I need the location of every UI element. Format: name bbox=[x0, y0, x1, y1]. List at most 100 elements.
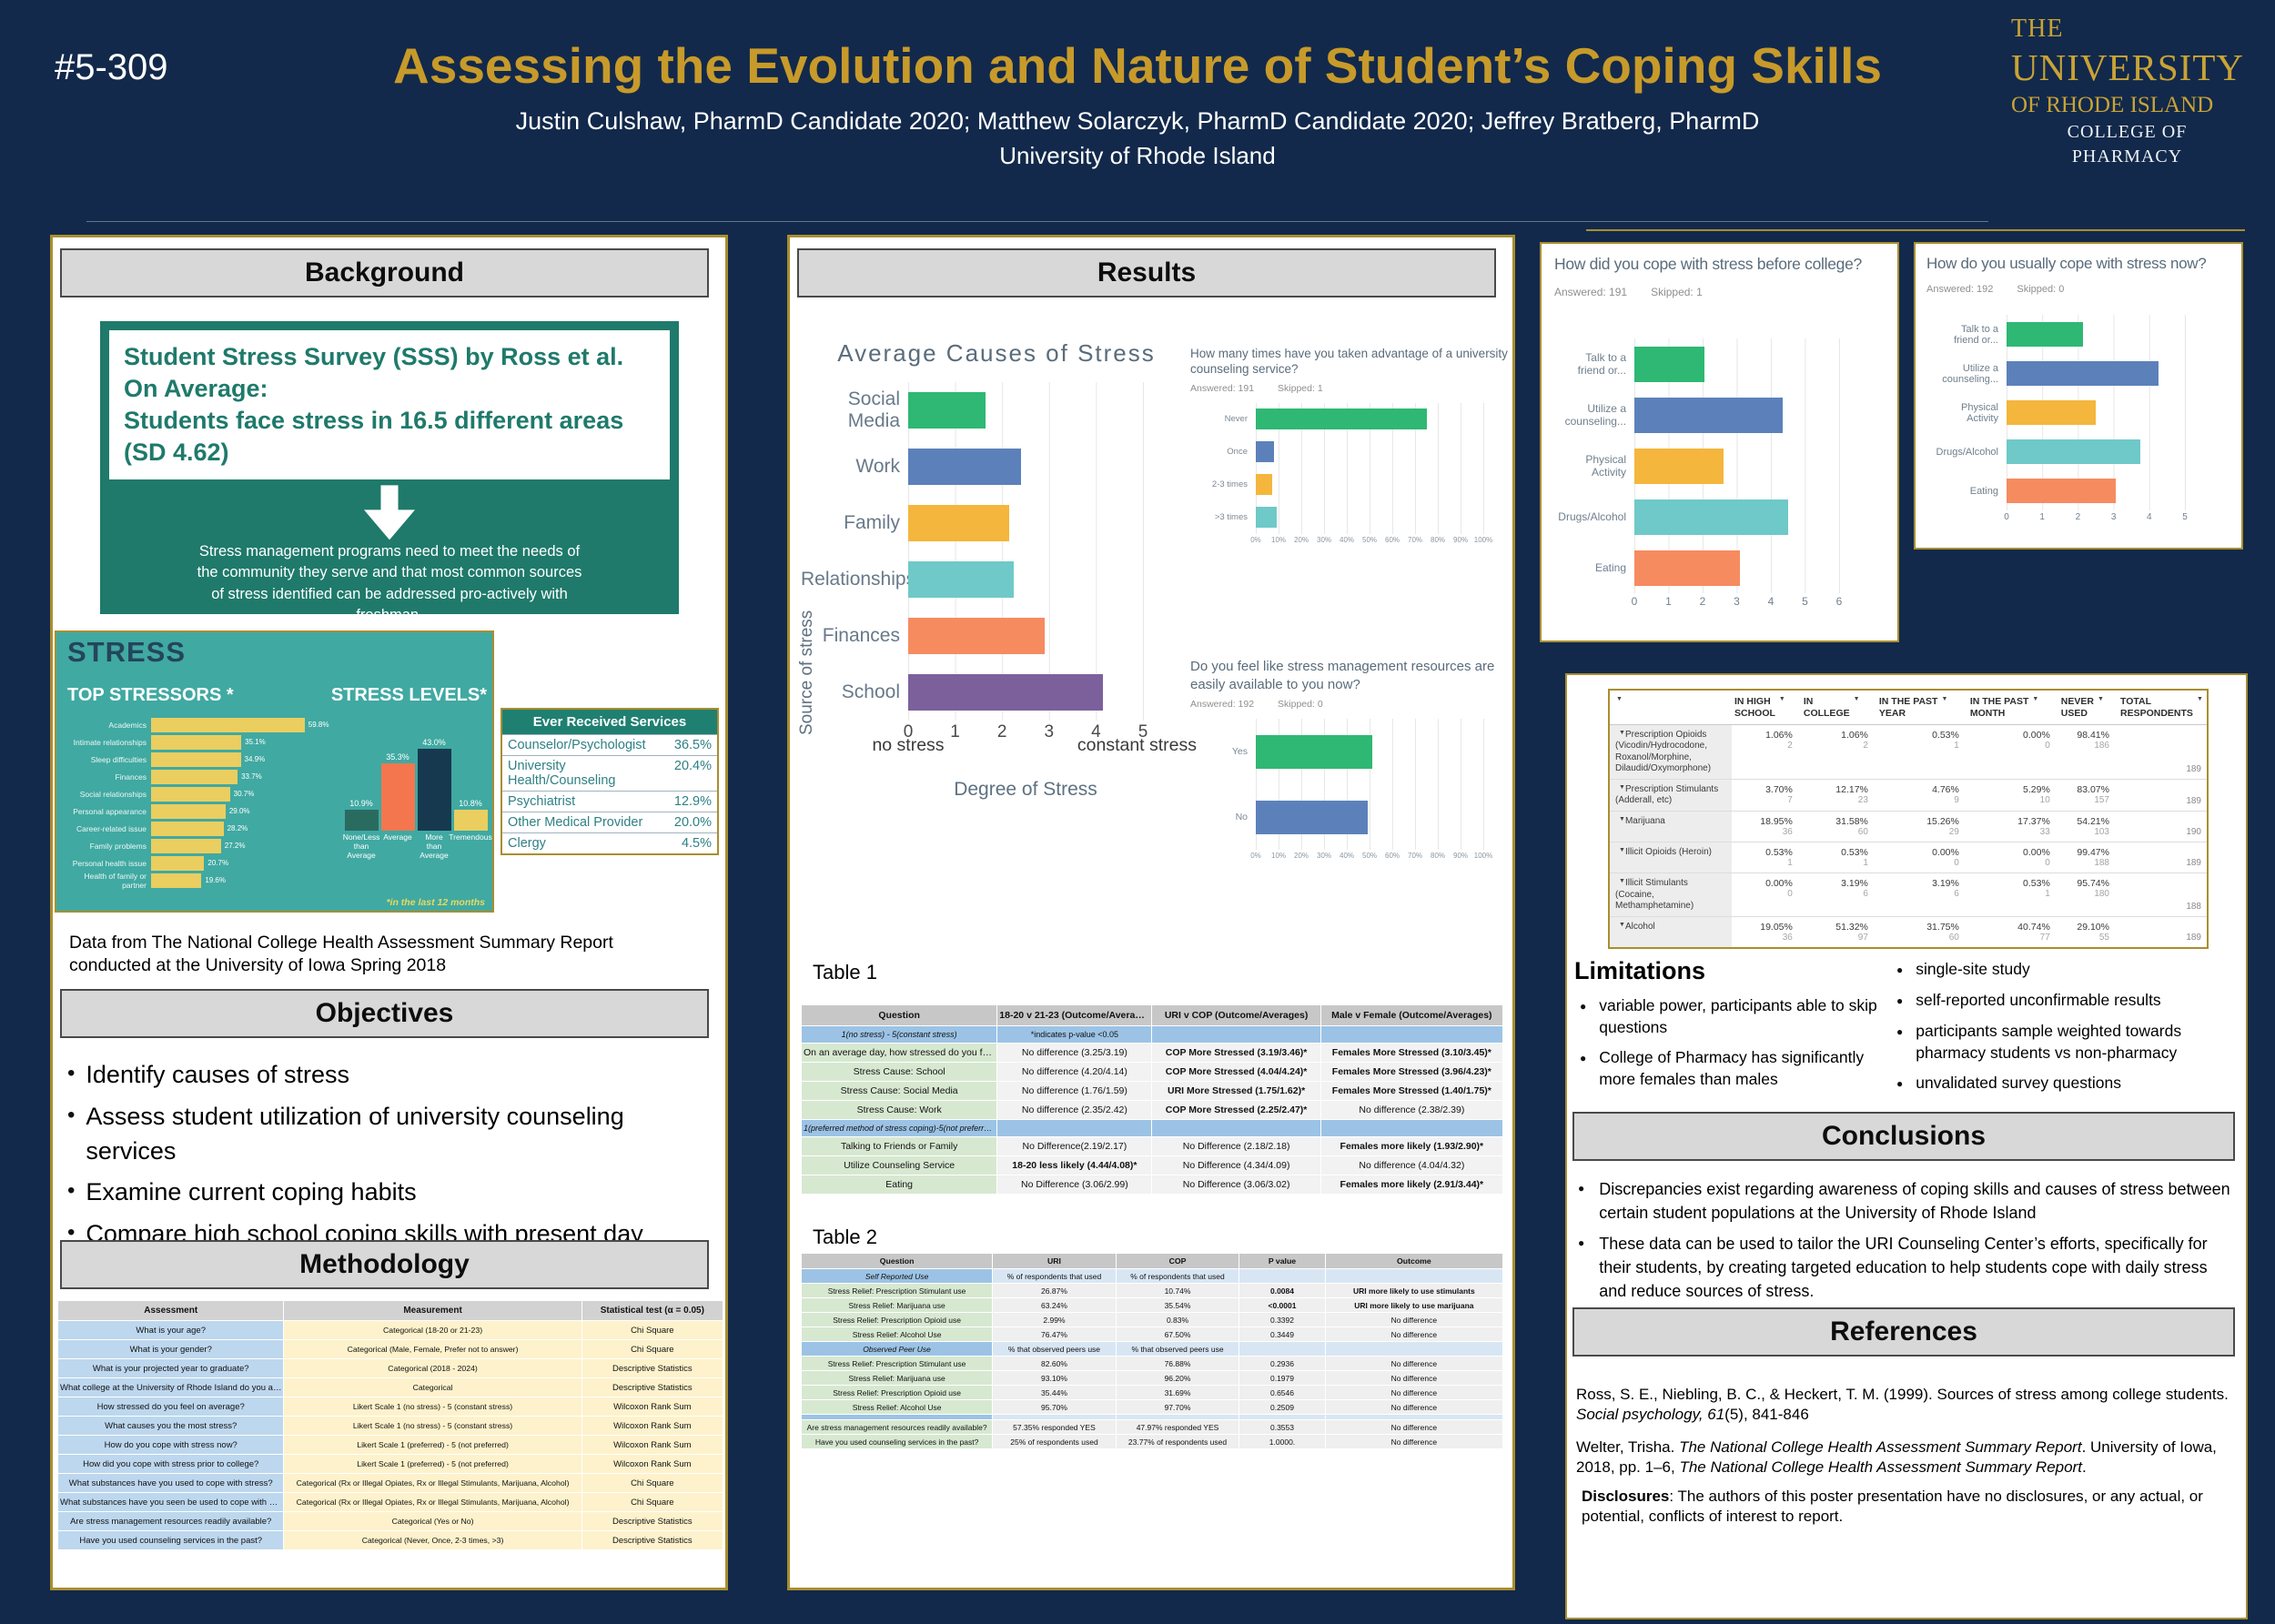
service-name: University Health/Counseling bbox=[508, 759, 616, 788]
table-cell: Wilcoxon Rank Sum bbox=[581, 1397, 724, 1417]
axis-tick-label: 20% bbox=[1293, 535, 1309, 544]
axis-tick-label: 10% bbox=[1270, 535, 1287, 544]
total-respondents-cell: 190 bbox=[2118, 811, 2207, 842]
stressor-bar bbox=[151, 786, 230, 802]
table-cell: 0.2936 bbox=[1239, 1356, 1326, 1371]
table-cell: Likert Scale 1 (preferred) - 5 (not pref… bbox=[283, 1435, 582, 1455]
data-cell: 17.37% 33 bbox=[1967, 811, 2058, 842]
bar-category-label: School bbox=[841, 681, 900, 702]
table-cell: 82.60% bbox=[992, 1356, 1117, 1371]
sort-dropdown-icon[interactable]: ▼ bbox=[2097, 696, 2104, 702]
table-cell: *indicates p-value <0.05 bbox=[996, 1025, 1153, 1044]
stress-level-bar bbox=[344, 810, 379, 831]
sort-dropdown-icon[interactable]: ▼ bbox=[1853, 696, 1860, 702]
percent-value: 0.53% bbox=[1841, 847, 1868, 859]
table-cell: Wilcoxon Rank Sum bbox=[581, 1435, 724, 1455]
row-dropdown-icon[interactable]: ▼ bbox=[1619, 921, 1625, 928]
chart-bar-row: Physical Activity bbox=[1926, 393, 2186, 432]
logo-line: OF RHODE ISLAND bbox=[2011, 93, 2214, 117]
column-header: Male v Female (Outcome/Averages) bbox=[1320, 1004, 1504, 1026]
stressor-value: 35.1% bbox=[245, 737, 266, 746]
bar-track bbox=[908, 495, 1144, 551]
chart-bar-row: Eating bbox=[1926, 471, 2186, 510]
bullet-item: • Examine current coping habits bbox=[67, 1175, 712, 1210]
axis-tick-label: 0 bbox=[1631, 595, 1638, 608]
table-cell: Descriptive Statistics bbox=[581, 1511, 724, 1531]
bar-category-label: Finances bbox=[822, 625, 900, 646]
percent-value: 40.74% bbox=[2017, 921, 2050, 933]
stressor-value: 33.7% bbox=[241, 772, 262, 781]
row-dropdown-icon[interactable]: ▼ bbox=[1619, 783, 1625, 791]
table-row: Observed Peer Use% that observed peers u… bbox=[800, 1341, 1504, 1357]
service-percent: 36.5% bbox=[673, 738, 712, 752]
sort-dropdown-icon[interactable]: ▼ bbox=[2032, 696, 2039, 702]
chart-bar-row: Family bbox=[801, 495, 1192, 551]
stress-level-value: 43.0% bbox=[422, 738, 446, 747]
bar-category-label: Family bbox=[844, 512, 900, 533]
table-cell: Stress Cause: Work bbox=[800, 1100, 998, 1120]
table-cell: Categorical (Yes or No) bbox=[283, 1511, 582, 1531]
bar-track bbox=[908, 608, 1144, 664]
axis-tick-row: 0 1 2 3 4 5 bbox=[2004, 510, 2188, 525]
counseling-usage-chart-block: How many times have you taken advantage … bbox=[1190, 347, 1509, 549]
table2-label: Table 2 bbox=[813, 1226, 877, 1248]
count-value: 55 bbox=[2098, 932, 2109, 943]
row-dropdown-icon[interactable]: ▼ bbox=[1619, 730, 1625, 737]
table-cell: Categorical (Rx or Illegal Opiates, Rx o… bbox=[283, 1492, 582, 1512]
infographic-title: STRESS bbox=[67, 636, 187, 668]
substance-label-cell: ▼Illicit Opioids (Heroin) bbox=[1610, 842, 1732, 873]
table-cell: % that observed peers use bbox=[992, 1341, 1117, 1357]
stress-level-column: 10.9% None/Less than Average bbox=[343, 799, 380, 866]
table-cell: Stress Relief: Marijuana use bbox=[800, 1297, 994, 1313]
percent-value: 3.70% bbox=[1765, 783, 1793, 795]
bar bbox=[1256, 409, 1427, 430]
poster-affiliation: University of Rhode Island bbox=[999, 142, 1276, 169]
skipped-count: Skipped: 1 bbox=[1278, 382, 1323, 394]
chart-bar-row: Relationships bbox=[801, 551, 1192, 608]
text-segment: Social psychology, 61 bbox=[1576, 1406, 1725, 1424]
stress-level-column: 43.0% More than Average bbox=[417, 738, 451, 866]
skipped-count: Skipped: 0 bbox=[1278, 699, 1323, 710]
table-cell: Likert Scale 1 (preferred) - 5 (not pref… bbox=[283, 1454, 582, 1474]
table-row: What college at the University of Rhode … bbox=[56, 1377, 724, 1397]
table-cell: On an average day, how stressed do you f… bbox=[800, 1043, 998, 1063]
row-dropdown-icon[interactable]: ▼ bbox=[1619, 847, 1625, 854]
chart-bar-row: >3 times bbox=[1190, 500, 1509, 534]
services-table-row: University Health/Counseling 20.4% bbox=[502, 755, 717, 791]
sort-dropdown-icon[interactable]: ▼ bbox=[1616, 696, 1623, 702]
table-row: What substances have you seen be used to… bbox=[56, 1492, 724, 1512]
text-segment: Disclosures bbox=[1582, 1488, 1670, 1505]
table-cell: No difference (3.25/3.19) bbox=[996, 1043, 1153, 1063]
percent-value: 29.10% bbox=[2077, 921, 2109, 933]
skipped-count: Skipped: 0 bbox=[2017, 284, 2065, 295]
data-source-note: Data from The National College Health As… bbox=[69, 933, 613, 976]
axis-tick-label: 70% bbox=[1407, 535, 1423, 544]
stress-level-value: 10.9% bbox=[349, 799, 373, 808]
bar-track bbox=[2007, 393, 2186, 432]
bar bbox=[908, 618, 1045, 654]
table-cell: What substances have you used to cope wi… bbox=[56, 1473, 285, 1493]
count-value: 6 bbox=[1954, 889, 1959, 900]
axis-tick-label: 4 bbox=[2147, 512, 2152, 522]
sort-dropdown-icon[interactable]: ▼ bbox=[1778, 696, 1785, 702]
stress-levels-heading: STRESS LEVELS* bbox=[330, 685, 487, 705]
limitations-list-col2: ● single-site study ● self-reported unconfi… bbox=[1896, 959, 2246, 1104]
bar bbox=[2007, 479, 2116, 503]
bullet-text: Identify causes of stress bbox=[86, 1061, 350, 1088]
bullet-text: participants sample weighted towards pha… bbox=[1916, 1022, 2182, 1062]
sort-dropdown-icon[interactable]: ▼ bbox=[1941, 696, 1948, 702]
table-row: What substances have you used to cope wi… bbox=[56, 1473, 724, 1493]
bar-category-label: Yes bbox=[1231, 746, 1248, 757]
axis-tick-label: 40% bbox=[1339, 852, 1355, 860]
methodology-table: Assessment Measurement Statistical test (α… bbox=[56, 1300, 724, 1550]
bar bbox=[1256, 734, 1372, 769]
stressor-row: Sleep difficulties 34.9% bbox=[60, 751, 342, 768]
axis-tick-label: 0% bbox=[1250, 535, 1261, 544]
row-dropdown-icon[interactable]: ▼ bbox=[1619, 878, 1625, 885]
sort-dropdown-icon[interactable]: ▼ bbox=[2196, 696, 2203, 702]
row-dropdown-icon[interactable]: ▼ bbox=[1619, 816, 1625, 823]
results-section-header: Results bbox=[797, 248, 1496, 298]
count-value: 6 bbox=[1863, 889, 1868, 900]
stressor-bar-track: 59.8% bbox=[151, 717, 329, 732]
percent-value: 3.19% bbox=[1841, 878, 1868, 890]
